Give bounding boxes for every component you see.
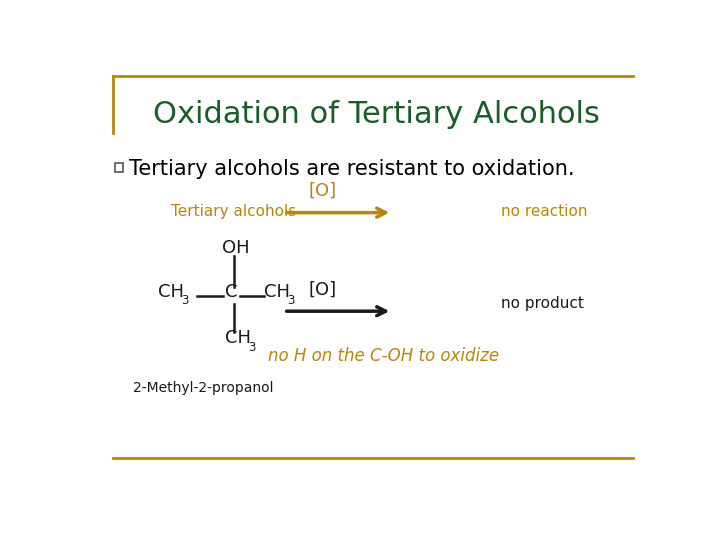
FancyBboxPatch shape bbox=[114, 164, 123, 172]
Text: [O]: [O] bbox=[308, 181, 336, 199]
Text: [O]: [O] bbox=[308, 281, 336, 299]
Text: 3: 3 bbox=[288, 294, 295, 307]
Text: no reaction: no reaction bbox=[500, 204, 588, 219]
Text: no product: no product bbox=[500, 296, 584, 311]
Text: C: C bbox=[225, 282, 238, 301]
Text: CH: CH bbox=[264, 282, 290, 301]
Text: Tertiary alcohols: Tertiary alcohols bbox=[171, 204, 297, 219]
Text: no H on the C-OH to oxidize: no H on the C-OH to oxidize bbox=[269, 347, 500, 365]
Text: OH: OH bbox=[222, 239, 250, 257]
Text: CH: CH bbox=[158, 282, 184, 301]
Text: 3: 3 bbox=[248, 341, 256, 354]
Text: Tertiary alcohols are resistant to oxidation.: Tertiary alcohols are resistant to oxida… bbox=[129, 159, 575, 179]
Text: CH: CH bbox=[225, 329, 251, 347]
Text: 2-Methyl-2-propanol: 2-Methyl-2-propanol bbox=[132, 381, 273, 395]
Text: 3: 3 bbox=[181, 294, 189, 307]
Text: Oxidation of Tertiary Alcohols: Oxidation of Tertiary Alcohols bbox=[153, 100, 600, 130]
